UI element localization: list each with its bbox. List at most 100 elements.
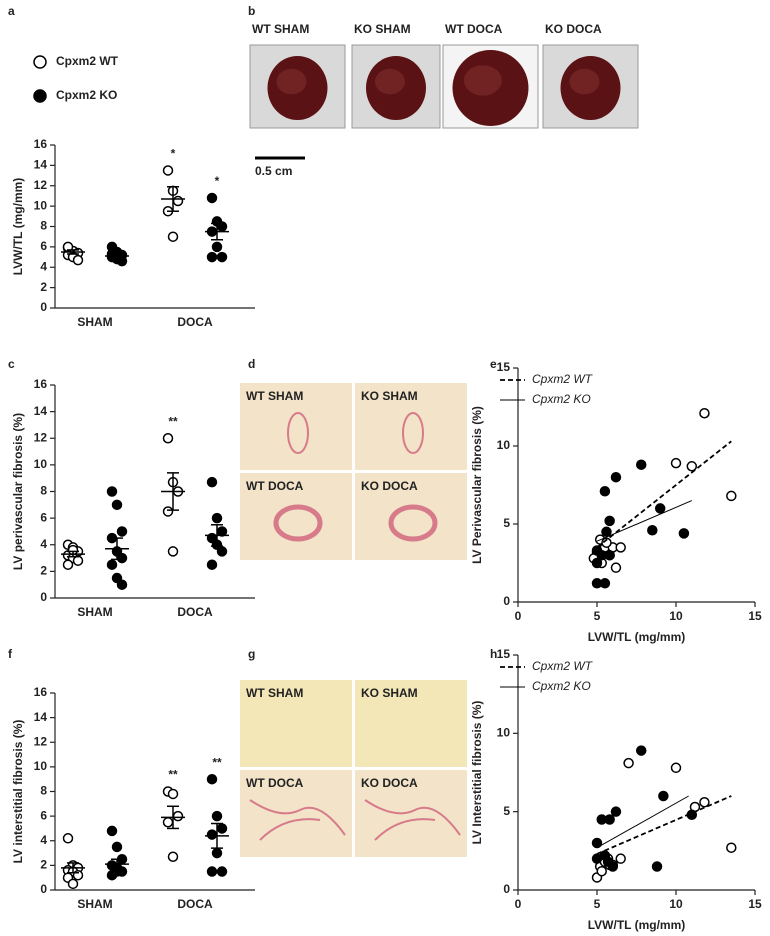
panel-label: a: [8, 4, 15, 18]
y-tick-label: 2: [40, 564, 47, 578]
legend-label: Cpxm2 WT: [56, 54, 119, 68]
significance: **: [168, 414, 178, 428]
point: [601, 526, 612, 538]
point: [670, 457, 682, 469]
vessel: [402, 412, 424, 454]
y-tick-label: 0: [503, 594, 510, 608]
point: [651, 861, 663, 872]
point: [615, 542, 626, 553]
y-tick-label: 6: [40, 808, 47, 822]
point: [658, 790, 669, 802]
point: [62, 833, 74, 844]
point: [211, 810, 223, 822]
point: [604, 515, 615, 527]
point: [106, 825, 118, 837]
point: [206, 559, 218, 570]
point: [678, 528, 690, 539]
point: [162, 433, 174, 444]
point: [216, 546, 228, 557]
point: [216, 823, 228, 834]
photo: [355, 680, 467, 767]
point: [610, 471, 622, 483]
point: [111, 841, 123, 853]
point: [216, 866, 228, 877]
photo-label: WT DOCA: [246, 479, 304, 493]
photo: [240, 680, 352, 767]
x-tick-label: SHAM: [77, 897, 112, 911]
y-axis-title: LV Interstitial fibrosis (%): [470, 701, 484, 845]
photo: [240, 473, 352, 560]
point: [599, 578, 611, 589]
x-tick-label: SHAM: [77, 605, 112, 619]
y-axis-title: LV interstitial fibrosis (%): [11, 720, 25, 864]
photo-label: KO DOCA: [361, 479, 418, 493]
photo: [355, 473, 467, 560]
point: [599, 485, 611, 497]
point: [670, 762, 682, 774]
point: [206, 192, 218, 204]
point: [635, 459, 647, 470]
panel-label: g: [248, 647, 255, 661]
point: [33, 55, 47, 69]
y-tick-label: 16: [34, 685, 48, 699]
photo-label: KO SHAM: [361, 686, 418, 700]
y-tick-label: 6: [40, 239, 47, 253]
point: [604, 549, 615, 561]
x-tick-label: 10: [669, 897, 683, 911]
point: [62, 559, 74, 570]
y-tick-label: 8: [40, 784, 47, 798]
y-tick-label: 8: [40, 219, 47, 233]
x-tick-label: SHAM: [77, 315, 112, 329]
point: [623, 757, 634, 769]
point: [726, 490, 737, 502]
y-tick-label: 4: [40, 537, 47, 551]
y-tick-label: 0: [40, 882, 47, 896]
y-tick-label: 10: [497, 438, 511, 452]
y-tick-label: 14: [34, 404, 48, 418]
point: [607, 861, 619, 872]
point: [206, 476, 218, 488]
point: [615, 853, 626, 864]
photo-label: WT SHAM: [246, 686, 303, 700]
point: [699, 797, 710, 808]
y-tick-label: 10: [497, 726, 511, 740]
x-axis-title: LVW/TL (mg/mm): [588, 918, 686, 932]
point: [116, 526, 128, 537]
point: [591, 545, 603, 556]
point: [601, 537, 612, 548]
fit-line: [596, 500, 692, 542]
point: [635, 745, 647, 756]
photo-label: WT DOCA: [246, 776, 304, 790]
x-tick-label: DOCA: [177, 605, 213, 619]
point: [686, 809, 698, 821]
point: [67, 878, 79, 890]
point: [162, 817, 174, 828]
heart-highlight: [375, 68, 405, 95]
y-tick-label: 4: [40, 833, 47, 847]
x-tick-label: DOCA: [177, 315, 213, 329]
photo-label: KO DOCA: [361, 776, 418, 790]
y-tick-label: 4: [40, 259, 47, 273]
y-tick-label: 2: [40, 858, 47, 872]
x-tick-label: 10: [669, 609, 683, 623]
photo: [240, 383, 352, 470]
heart-highlight: [276, 68, 307, 95]
y-tick-label: 2: [40, 280, 47, 294]
point: [206, 866, 218, 877]
photo-label: WT DOCA: [445, 22, 503, 36]
photo: [355, 770, 467, 857]
point: [610, 806, 622, 817]
panel-label: h: [490, 647, 497, 661]
y-tick-label: 0: [503, 882, 510, 896]
y-tick-label: 6: [40, 510, 47, 524]
y-tick-label: 8: [40, 484, 47, 498]
y-tick-label: 15: [497, 360, 511, 374]
point: [591, 557, 603, 569]
photo-label: KO SHAM: [354, 22, 411, 36]
point: [72, 254, 84, 266]
point: [604, 814, 615, 825]
photo: [240, 770, 352, 857]
point: [167, 788, 179, 800]
photo-label: KO DOCA: [545, 22, 602, 36]
point: [654, 503, 666, 514]
